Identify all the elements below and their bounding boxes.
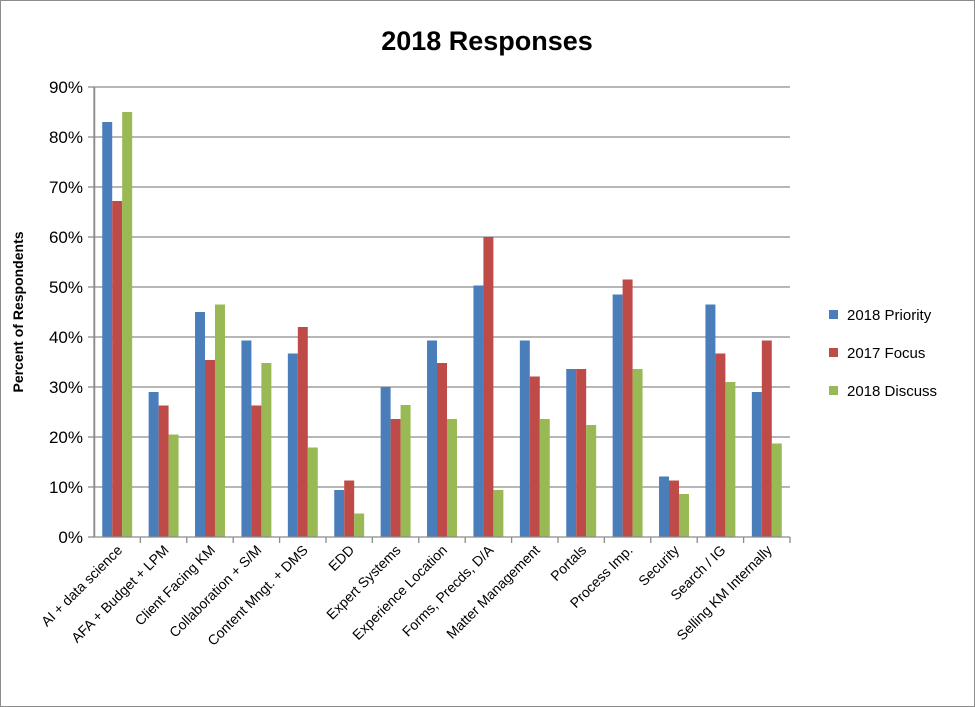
bar: [334, 490, 345, 537]
bar: [205, 360, 215, 537]
bar: [354, 513, 365, 537]
bar: [214, 304, 225, 537]
legend-label: 2018 Discuss: [847, 383, 937, 400]
bars: [102, 112, 782, 537]
bar: [622, 279, 633, 537]
bar: [390, 419, 401, 537]
bar: [715, 353, 726, 537]
bar: [678, 494, 689, 537]
y-tick-label: 50%: [49, 278, 83, 297]
bar: [751, 392, 762, 537]
y-tick-label: 90%: [49, 78, 83, 97]
y-tick-label: 0%: [58, 528, 83, 547]
bar: [148, 392, 159, 537]
legend-item: 2018 Discuss: [829, 383, 937, 400]
bar: [529, 376, 540, 537]
y-tick-labels: 0% 10% 20% 30% 40% 50% 60% 70% 80% 90%: [49, 78, 83, 547]
legend-swatch: [829, 310, 838, 319]
bar: [539, 419, 550, 537]
chart-title: 2018 Responses: [381, 26, 593, 56]
x-tick-label: Matter Management: [443, 542, 543, 642]
x-tick-label: AI + data science: [38, 542, 126, 630]
legend-label: 2017 Focus: [847, 345, 925, 362]
bar: [761, 340, 772, 537]
x-tick-label: Client Facing KM: [131, 542, 218, 629]
legend-item: 2017 Focus: [829, 345, 925, 362]
bar: [771, 443, 782, 537]
bar: [400, 405, 411, 537]
legend-swatch: [829, 348, 838, 357]
y-axis-label: Percent of Respondents: [10, 231, 26, 392]
bar: [307, 447, 318, 537]
legend-label: 2018 Priority: [847, 307, 932, 324]
bar: [287, 353, 298, 537]
legend-swatch: [829, 386, 838, 395]
legend: 2018 Priority 2017 Focus 2018 Discuss: [829, 307, 937, 400]
bar: [344, 480, 355, 537]
bar: [446, 419, 457, 537]
bar: [612, 294, 623, 537]
bar: [705, 304, 716, 537]
x-tick-label: Portals: [547, 542, 589, 584]
bar: [659, 476, 670, 537]
y-tick-label: 70%: [49, 178, 83, 197]
y-tick-label: 40%: [49, 328, 83, 347]
bar: [261, 363, 272, 537]
bar: [380, 387, 391, 537]
axes: [93, 87, 791, 543]
bar: [586, 425, 597, 537]
y-tick-label: 80%: [49, 128, 83, 147]
bar: [632, 369, 643, 537]
bar: [483, 237, 494, 537]
bar: [112, 201, 123, 537]
x-tick-label: EDD: [325, 542, 357, 574]
bar: [427, 340, 438, 537]
bar: [566, 369, 577, 537]
bar: [519, 340, 530, 537]
bar: [297, 327, 308, 537]
bar: [168, 434, 179, 537]
bar: [493, 490, 504, 537]
bar: [195, 312, 206, 537]
bar: [473, 285, 484, 537]
bar: [122, 112, 133, 537]
x-tick-label: Security: [635, 542, 682, 589]
bar: [241, 340, 252, 537]
bar: [725, 382, 736, 537]
bar: [437, 363, 447, 537]
bar: [669, 480, 679, 537]
y-tick-label: 60%: [49, 228, 83, 247]
legend-item: 2018 Priority: [829, 307, 932, 324]
bar: [576, 369, 587, 537]
y-tick-label: 20%: [49, 428, 83, 447]
y-tick-label: 10%: [49, 478, 83, 497]
bar: [158, 405, 169, 537]
bar: [102, 122, 113, 537]
bar: [251, 405, 262, 537]
y-tick-label: 30%: [49, 378, 83, 397]
